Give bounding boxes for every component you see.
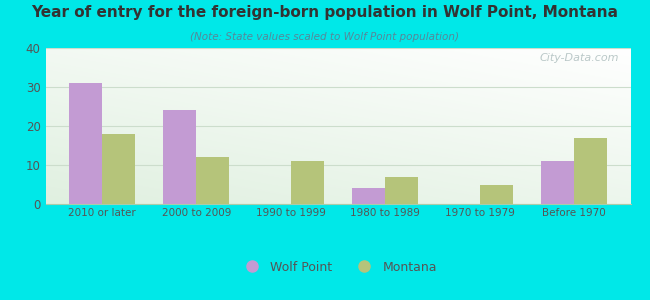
Text: (Note: State values scaled to Wolf Point population): (Note: State values scaled to Wolf Point… [190, 32, 460, 41]
Bar [291, 161, 324, 204]
Bar [102, 134, 135, 204]
Bar [69, 83, 102, 204]
Bar [163, 110, 196, 204]
Text: Year of entry for the foreign-born population in Wolf Point, Montana: Year of entry for the foreign-born popul… [31, 4, 619, 20]
Bar [352, 188, 385, 204]
Bar [541, 161, 574, 204]
Bar [574, 138, 607, 204]
Bar [196, 157, 229, 204]
Legend: Wolf Point, Montana: Wolf Point, Montana [234, 256, 442, 279]
Bar [480, 184, 513, 204]
Bar [385, 177, 418, 204]
Text: City-Data.com: City-Data.com [540, 53, 619, 63]
